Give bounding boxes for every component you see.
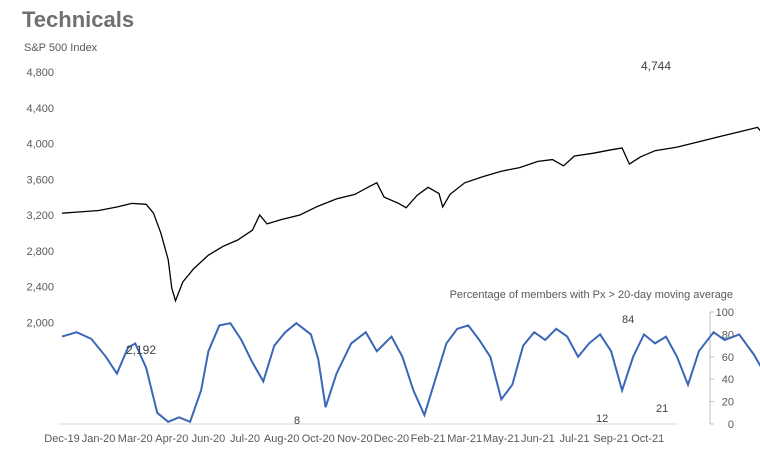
breadth-tick-label: 60 [722, 352, 734, 364]
x-tick-label: Jan-20 [82, 433, 116, 445]
x-tick-label: Oct-20 [302, 433, 335, 445]
annotation-breadth-b: 12 [596, 413, 608, 425]
x-axis: Dec-19 Jan-20 Mar-20 Apr-20 Jun-20 Jul-20 Aug-… [44, 423, 678, 445]
x-tick-label: Jun-21 [521, 433, 555, 445]
x-tick-label: Sep-21 [593, 433, 628, 445]
price-tick-label: 4,000 [26, 139, 54, 151]
x-tick-label: May-21 [483, 433, 520, 445]
price-tick-label: 3,600 [26, 174, 54, 186]
price-series-line [61, 126, 760, 303]
x-tick-label: Nov-20 [337, 433, 372, 445]
breadth-tick-label: 20 [722, 397, 734, 409]
x-tick-label: Jun-20 [192, 433, 226, 445]
price-tick-label: 4,400 [26, 103, 54, 115]
price-axis: 4,800 4,400 4,000 3,600 3,200 2,800 2,400 2,000 [26, 67, 54, 329]
price-tick-label: 2,400 [26, 282, 54, 294]
x-tick-label: Aug-20 [264, 433, 299, 445]
x-tick-label: Jul-20 [230, 433, 260, 445]
x-tick-label: Dec-19 [44, 433, 79, 445]
price-tick-label: 2,800 [26, 246, 54, 258]
price-tick-label: 4,800 [26, 67, 54, 79]
breadth-series-line [61, 321, 760, 424]
annotation-high: 4,744 [641, 59, 671, 73]
annotation-low: 2,192 [126, 343, 156, 357]
x-tick-label: Dec-20 [374, 433, 409, 445]
breadth-tick-label: 100 [716, 307, 734, 319]
page-title: Technicals [22, 7, 135, 32]
annotation-breadth-c: 84 [622, 314, 634, 326]
price-tick-label: 3,200 [26, 210, 54, 222]
x-tick-label: Mar-20 [118, 433, 153, 445]
x-tick-label: Apr-20 [155, 433, 188, 445]
breadth-tick-label: 40 [722, 374, 734, 386]
breadth-tick-label: 0 [728, 419, 734, 431]
breadth-chart-title: Percentage of members with Px > 20-day m… [450, 289, 733, 301]
x-tick-label: Jul-21 [560, 433, 590, 445]
x-tick-label: Feb-21 [411, 433, 446, 445]
annotation-breadth-a: 8 [294, 415, 300, 427]
page-subtitle: S&P 500 Index [24, 42, 98, 54]
annotation-breadth-d: 21 [656, 403, 668, 415]
x-tick-label: Oct-21 [631, 433, 664, 445]
price-tick-label: 2,000 [26, 317, 54, 329]
x-tick-label: Mar-21 [447, 433, 482, 445]
